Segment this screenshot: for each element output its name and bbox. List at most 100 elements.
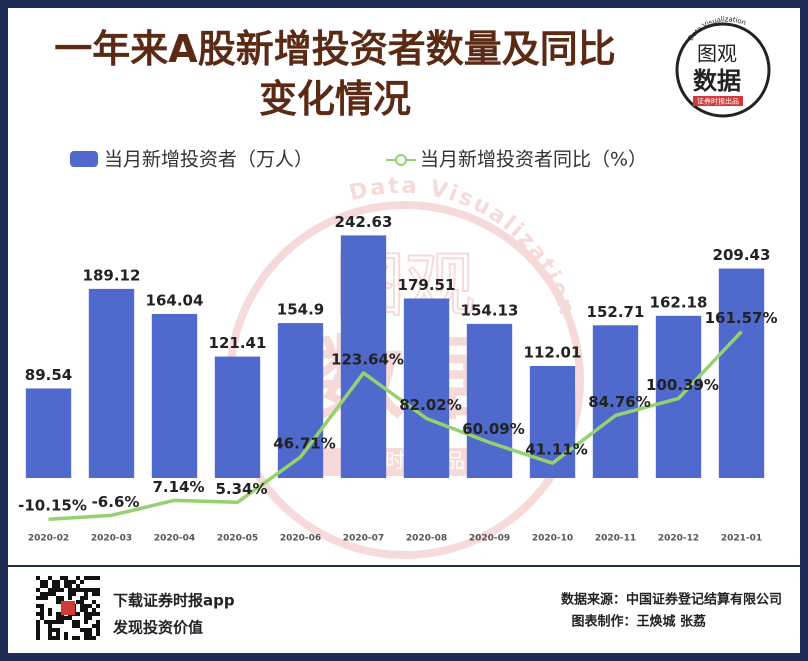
logo-badge-text: 证券时报出品	[697, 97, 739, 106]
line-value-label: 84.76%	[588, 393, 650, 411]
line-value-label: 123.64%	[331, 350, 404, 368]
qr-cell	[48, 608, 52, 612]
qr-cell	[88, 588, 92, 592]
bar	[151, 313, 198, 478]
qr-cell	[80, 596, 84, 600]
qr-cell	[76, 636, 80, 640]
qr-cell	[52, 620, 56, 624]
footer-source: 数据来源：中国证券登记结算有限公司	[561, 592, 782, 608]
qr-cell	[68, 580, 72, 584]
qr-cell	[84, 596, 88, 600]
line-value-label: 5.34%	[215, 480, 267, 498]
qr-cell	[92, 608, 96, 612]
qr-cell	[68, 592, 72, 596]
qr-cell	[84, 588, 88, 592]
logo: Data Visualization 图观 数据 证券时报出品	[675, 15, 771, 118]
bar-value-label: 152.71	[587, 303, 645, 321]
bar	[214, 356, 261, 478]
x-tick-label: 2020-07	[343, 534, 384, 544]
qr-cell	[84, 628, 88, 632]
qr-cell	[92, 636, 96, 640]
line-value-label: 161.57%	[705, 309, 778, 327]
qr-cell	[84, 616, 88, 620]
qr-cell	[36, 612, 40, 616]
qr-cell	[60, 588, 64, 592]
bar	[277, 323, 324, 478]
x-tick-label: 2020-10	[532, 534, 573, 544]
qr-cell	[56, 628, 60, 632]
qr-cell	[76, 584, 80, 588]
qr-cell	[52, 584, 56, 588]
qr-cell	[40, 580, 44, 584]
qr-cell	[96, 592, 100, 596]
qr-cell	[92, 612, 96, 616]
qr-cell	[52, 628, 56, 632]
qr-cell	[56, 616, 60, 620]
qr-cell	[48, 624, 52, 628]
qr-cell	[48, 620, 52, 624]
qr-cell	[36, 620, 40, 624]
qr-cell	[40, 592, 44, 596]
qr-cell	[68, 584, 72, 588]
qr-cell	[88, 612, 92, 616]
qr-cell	[56, 580, 60, 584]
chart-title: 一年来A股新增投资者数量及同比变化情况	[54, 27, 616, 121]
qr-cell	[76, 600, 80, 604]
qr-cell	[56, 600, 60, 604]
qr-cell	[72, 624, 76, 628]
line-value-label: 82.02%	[399, 396, 461, 414]
qr-cell	[44, 596, 48, 600]
qr-cell	[84, 636, 88, 640]
qr-cell	[48, 576, 52, 580]
qr-cell	[80, 580, 84, 584]
qr-cell	[48, 632, 52, 636]
qr-cell	[56, 588, 60, 592]
qr-cell	[40, 612, 44, 616]
qr-cell	[64, 576, 68, 580]
x-tick-label: 2020-05	[217, 534, 258, 544]
qr-cell	[96, 576, 100, 580]
x-tick-label: 2020-06	[280, 534, 321, 544]
qr-cell	[68, 616, 72, 620]
qr-cell	[36, 588, 40, 592]
qr-cell	[48, 588, 52, 592]
qr-cell	[56, 636, 60, 640]
qr-cell	[36, 632, 40, 636]
qr-cell	[88, 632, 92, 636]
line-value-label: 7.14%	[152, 478, 204, 496]
bar	[718, 268, 765, 478]
qr-cell	[76, 588, 80, 592]
bar-value-label: 89.54	[25, 366, 72, 384]
qr-cell	[44, 580, 48, 584]
qr-cell	[92, 588, 96, 592]
bar-value-label: 189.12	[83, 266, 141, 284]
qr-logo	[61, 601, 75, 615]
qr-cell	[84, 632, 88, 636]
qr-cell	[80, 628, 84, 632]
qr-cell	[96, 588, 100, 592]
qr-cell	[92, 592, 96, 596]
qr-cell	[88, 576, 92, 580]
bar	[25, 388, 72, 478]
x-tick-label: 2020-11	[595, 534, 636, 544]
line-value-label: -6.6%	[92, 493, 140, 511]
footer-slogan: 发现投资价值	[112, 619, 203, 637]
bar	[403, 298, 450, 478]
qr-cell	[60, 620, 64, 624]
bar	[340, 235, 387, 478]
qr-cell	[96, 624, 100, 628]
qr-cell	[84, 608, 88, 612]
qr-code	[36, 576, 100, 640]
qr-cell	[52, 588, 56, 592]
qr-cell	[96, 612, 100, 616]
bar	[592, 325, 639, 478]
qr-cell	[64, 636, 68, 640]
qr-cell	[84, 620, 88, 624]
bar-value-label: 162.18	[650, 293, 708, 311]
qr-cell	[36, 636, 40, 640]
qr-cell	[44, 584, 48, 588]
bar-value-label: 121.41	[209, 334, 267, 352]
qr-cell	[76, 620, 80, 624]
logo-line2: 数据	[693, 67, 741, 95]
logo-badge	[693, 96, 743, 106]
